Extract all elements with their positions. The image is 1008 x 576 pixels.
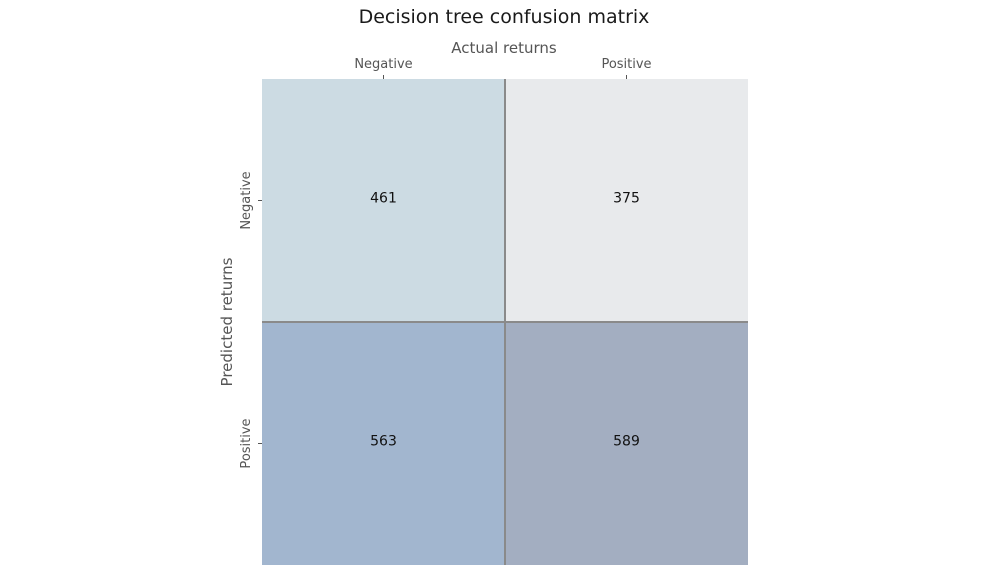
y-axis-label: Predicted returns — [218, 257, 236, 386]
heatmap-cell-1-0 — [262, 322, 505, 565]
cell-value-1-0: 563 — [370, 434, 397, 450]
heatmap-cell-0-1 — [505, 79, 748, 322]
heatmap-cells — [262, 79, 748, 565]
heatmap-cell-1-1 — [505, 322, 748, 565]
y-tick-label-negative: Negative — [239, 171, 254, 229]
cell-value-labels: 461 375 563 589 — [370, 191, 640, 450]
cell-dividers — [262, 79, 748, 565]
y-tick-label-positive: Positive — [239, 418, 254, 468]
axis-ticks: Negative Positive Negative Positive — [239, 57, 652, 469]
x-tick-label-negative: Negative — [354, 57, 412, 72]
cell-value-0-0: 461 — [370, 191, 397, 207]
cell-value-0-1: 375 — [613, 191, 640, 207]
heatmap-cell-0-0 — [262, 79, 505, 322]
chart-title: Decision tree confusion matrix — [359, 6, 650, 28]
x-axis-label: Actual returns — [451, 39, 557, 57]
x-tick-label-positive: Positive — [601, 57, 651, 72]
cell-value-1-1: 589 — [613, 434, 640, 450]
